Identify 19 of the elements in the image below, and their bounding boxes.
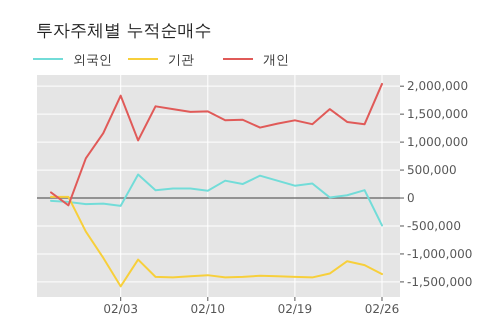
- legend-label: 개인: [263, 53, 289, 68]
- x-tick-label: 02/26: [364, 302, 400, 316]
- line-series: [50, 82, 383, 206]
- line-series: [50, 196, 383, 288]
- legend-label: 외국인: [73, 53, 112, 68]
- line-series: [50, 174, 383, 226]
- y-tick-label: 1,000,000: [407, 135, 468, 150]
- x-tick-label: 02/19: [278, 302, 312, 316]
- y-tick-label: 2,000,000: [407, 79, 468, 94]
- y-tick-label: -1,500,000: [407, 274, 472, 289]
- y-tick-label: 1,500,000: [407, 107, 468, 122]
- legend-label: 기관: [168, 53, 194, 68]
- y-tick-label: 0: [407, 191, 415, 206]
- y-tick-label: -1,000,000: [407, 246, 472, 261]
- y-tick-label: 500,000: [407, 163, 457, 178]
- chart-title: 투자주체별 누적순매수: [36, 21, 212, 41]
- y-tick-label: -500,000: [407, 218, 461, 233]
- x-tick-label: 02/10: [190, 302, 226, 316]
- x-tick-label: 02/03: [103, 302, 138, 316]
